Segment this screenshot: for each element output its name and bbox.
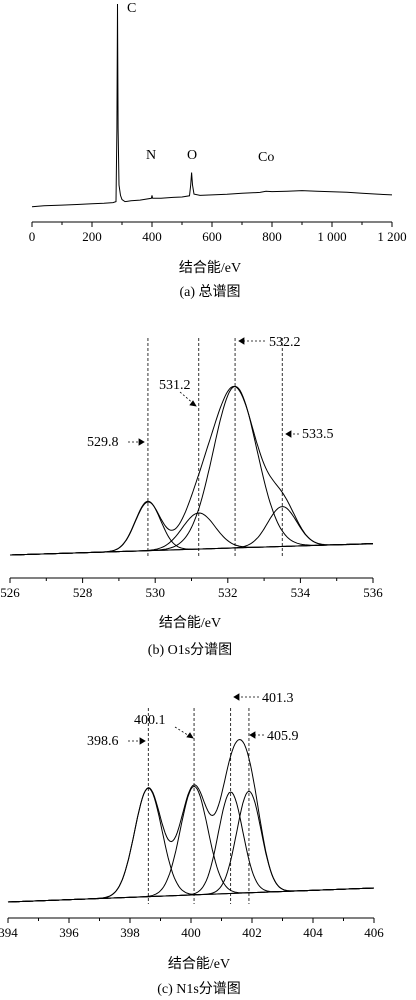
n1s-plot-area: 394 396 398 400 402 404 406 <box>0 708 384 940</box>
envelope-curve <box>10 385 374 556</box>
peak-label-co: Co <box>258 150 274 165</box>
x-tick-label: 200 <box>82 229 102 244</box>
survey-series-line <box>31 3 393 208</box>
survey-peak-labels: C N O Co <box>127 1 274 165</box>
x-tick-label: 532 <box>218 585 238 600</box>
n1s-caption: (c) N1s分谱图 <box>157 981 241 997</box>
n1s-label-398-6: 398.6 <box>87 734 119 749</box>
o1s-spectrum-panel: 526 528 530 532 534 536 529.8 531.2 532.2 533… <box>0 335 383 658</box>
survey-spectrum-panel: 0 200 400 600 800 1 000 1 200 C N O Co 结合能/eV … <box>29 1 407 300</box>
n1s-label-400-1: 400.1 <box>134 713 166 728</box>
component-peak-3 <box>10 385 373 556</box>
peak-label-c: C <box>127 1 136 16</box>
o1s-label-531-2: 531.2 <box>159 378 191 393</box>
x-tick-label: 400 <box>181 925 201 940</box>
o1s-label-529-8: 529.8 <box>87 435 119 450</box>
peak-label-o: O <box>187 148 197 163</box>
n1s-x-axis-label: 结合能/eV <box>168 956 230 972</box>
x-tick-label: 1 200 <box>377 229 406 244</box>
component-peak-2 <box>7 785 375 903</box>
n1s-spectrum-panel: 394 396 398 400 402 404 406 398.6 400.1 401.3 … <box>0 691 384 997</box>
x-tick-label: 396 <box>59 925 79 940</box>
survey-x-axis-label: 结合能/eV <box>179 260 241 276</box>
survey-plot-area: 0 200 400 600 800 1 000 1 200 <box>29 3 407 244</box>
n1s-label-405-9: 405.9 <box>267 729 299 744</box>
x-tick-label: 528 <box>73 585 93 600</box>
x-tick-label: 530 <box>145 585 165 600</box>
x-tick-label: 1 000 <box>317 229 346 244</box>
component-peak-4 <box>7 790 375 903</box>
x-tick-label: 526 <box>0 585 20 600</box>
x-tick-label: 536 <box>363 585 383 600</box>
o1s-x-axis-label: 结合能/eV <box>159 615 221 631</box>
envelope-curve <box>7 738 375 903</box>
x-tick-label: 600 <box>202 229 222 244</box>
x-tick-label: 406 <box>364 925 384 940</box>
component-peak-4 <box>10 506 373 556</box>
annotation-arrows <box>128 337 299 745</box>
x-tick-label: 402 <box>242 925 262 940</box>
o1s-plot-area: 526 528 530 532 534 536 <box>0 338 383 600</box>
o1s-peak-labels: 529.8 531.2 532.2 533.5 <box>87 335 334 450</box>
n1s-peak-labels: 398.6 400.1 401.3 405.9 <box>87 691 299 749</box>
x-tick-label: 534 <box>291 585 311 600</box>
x-tick-label: 0 <box>29 229 36 244</box>
n1s-label-401-3: 401.3 <box>262 691 294 706</box>
component-peak-1 <box>7 787 375 903</box>
component-peak-3 <box>7 791 375 903</box>
o1s-label-533-5: 533.5 <box>302 427 334 442</box>
x-tick-label: 400 <box>142 229 162 244</box>
peak-label-n: N <box>146 148 156 163</box>
survey-caption: (a) 总谱图 <box>179 284 240 300</box>
x-tick-label: 394 <box>0 925 18 940</box>
o1s-label-532-2: 532.2 <box>269 335 301 350</box>
x-tick-label: 404 <box>303 925 323 940</box>
x-tick-label: 800 <box>262 229 282 244</box>
x-tick-label: 398 <box>120 925 140 940</box>
o1s-caption: (b) O1s分谱图 <box>148 642 232 658</box>
